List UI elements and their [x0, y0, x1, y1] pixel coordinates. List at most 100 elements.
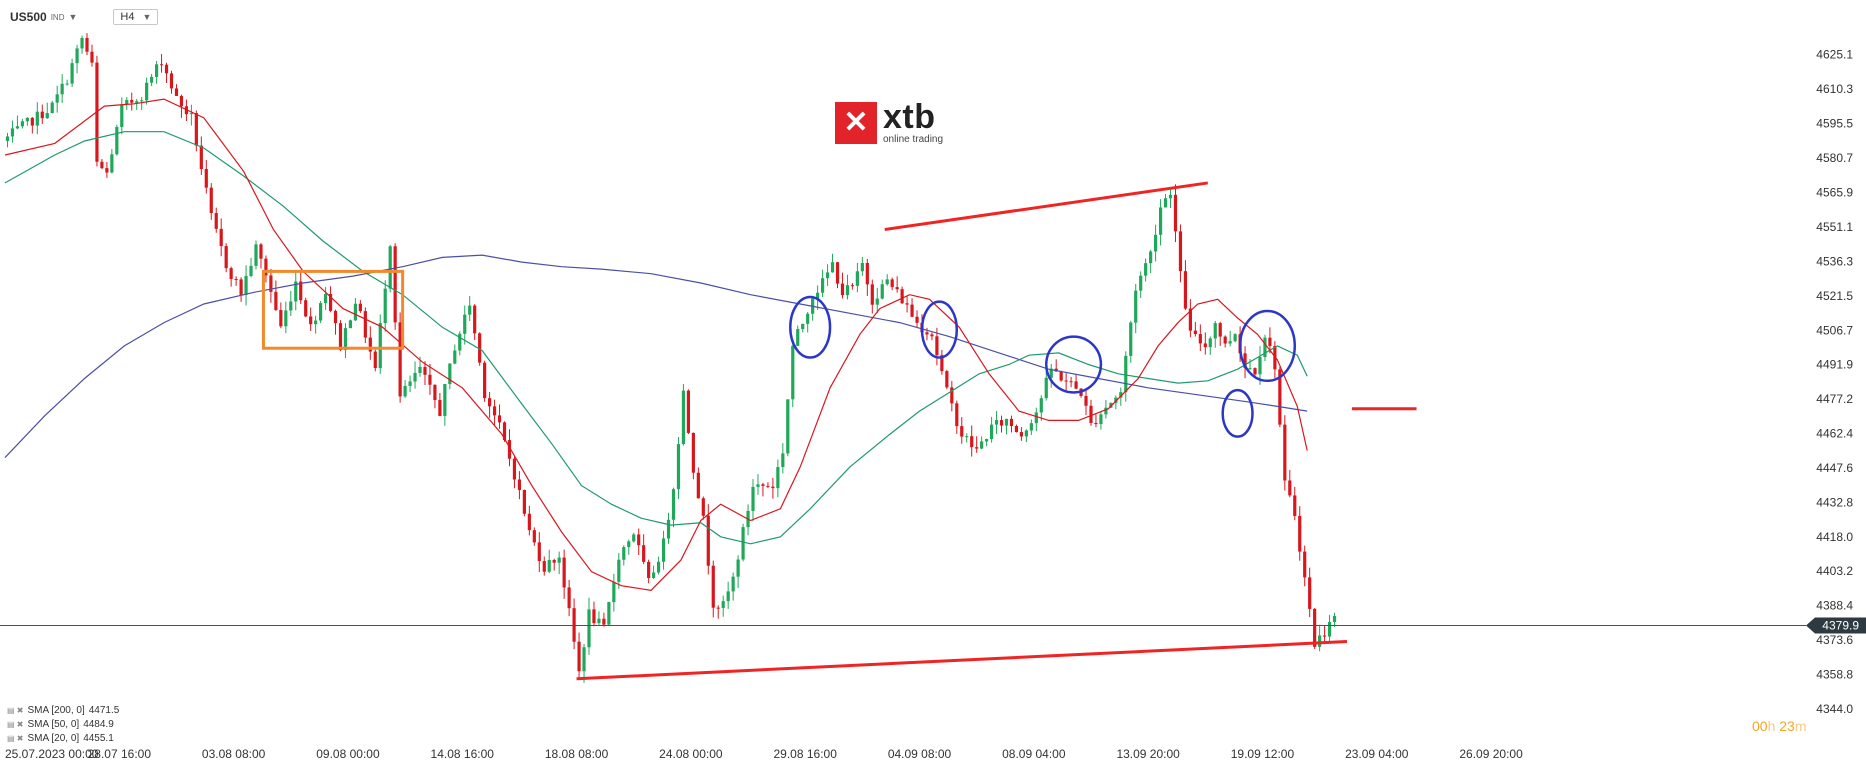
sma-50-line [4, 131, 1308, 545]
timeframe-selector[interactable]: H4 ▼ [113, 9, 159, 25]
candle-body [900, 289, 904, 304]
price-tick-label: 4521.5 [1816, 289, 1853, 303]
indicator-settings-icon[interactable]: ▤ ✖ [7, 734, 24, 743]
candle-body [40, 111, 44, 119]
candle-body [706, 515, 710, 566]
price-tick-label: 4491.9 [1816, 358, 1853, 372]
candle-body [885, 279, 889, 285]
timer-minutes-unit: m [1794, 718, 1807, 734]
candle-body [696, 472, 700, 499]
candle-body [1044, 377, 1048, 399]
price-tick-label: 4610.3 [1816, 82, 1853, 96]
candle-body [825, 272, 830, 279]
candle-body [25, 117, 29, 122]
candle-body [453, 350, 457, 364]
time-tick-label: 04.09 08:00 [888, 747, 952, 761]
indicator-legend: ▤ ✖ SMA [200, 0] 4471.5 ▤ ✖ SMA [50, 0] … [7, 704, 119, 746]
candle-body [776, 467, 780, 489]
candle-body [940, 355, 944, 372]
candle-body [80, 37, 84, 49]
price-axis: 4625.1 4610.3 4595.5 4580.7 4565.9 4551.1 4536… [1816, 48, 1853, 716]
candle-body [60, 83, 64, 95]
candle-body [537, 542, 541, 562]
candle-body [363, 311, 367, 338]
candle-body [483, 362, 487, 399]
candle-body [75, 48, 79, 64]
candle-body [577, 641, 581, 672]
candle-body [309, 316, 313, 325]
candle-body [154, 64, 159, 77]
annotation-layer [261, 181, 1417, 681]
candle-body [796, 329, 800, 346]
candle-body [691, 432, 695, 473]
candle-body [1233, 334, 1237, 342]
candle-body [781, 453, 785, 468]
candle-body [890, 279, 894, 288]
indicator-settings-icon[interactable]: ▤ ✖ [7, 706, 24, 715]
candle-body [110, 154, 114, 173]
legend-label: SMA [20, 0] [27, 733, 80, 744]
candle-body [45, 113, 49, 119]
candle-body [348, 320, 353, 329]
candle-body [199, 145, 203, 170]
candle-body [338, 323, 343, 351]
candle-body [140, 100, 144, 102]
candle-body [289, 301, 293, 311]
xtb-logo-mark: ✕ [835, 101, 877, 144]
candle-body [726, 591, 730, 602]
candle-body [1154, 234, 1158, 252]
candle-body [284, 310, 288, 327]
candle-body [492, 406, 497, 416]
candle-body [169, 73, 174, 89]
candle-body [656, 561, 661, 573]
candle-body [989, 424, 994, 440]
time-tick-label: 19.09 12:00 [1231, 747, 1295, 761]
candle-body [264, 258, 268, 276]
timer-hours: 00 [1752, 718, 1768, 734]
candle-body [1183, 271, 1188, 309]
candle-body [542, 561, 546, 572]
logo-name: xtb [883, 98, 936, 136]
candle-body [269, 275, 273, 292]
candle-body [1089, 405, 1093, 423]
candle-body [433, 384, 437, 401]
legend-sma-20[interactable]: ▤ ✖ SMA [20, 0] 4455.1 [7, 732, 119, 746]
candle-body [413, 372, 417, 382]
candle-body [428, 374, 432, 385]
candle-body [1188, 308, 1192, 331]
symbol-selector[interactable]: US500 IND ▼ [10, 10, 77, 24]
candle-body [403, 385, 407, 397]
candle-body [875, 298, 879, 305]
symbol-name: US500 [10, 10, 47, 24]
time-tick-label: 18.08 08:00 [545, 747, 609, 761]
candle-body [1268, 337, 1272, 346]
legend-label: SMA [50, 0] [27, 719, 80, 730]
candle-body [1303, 551, 1307, 578]
candle-body [985, 439, 989, 442]
candle-body [353, 303, 357, 321]
candle-body [741, 527, 745, 560]
price-tick-label: 4477.2 [1816, 392, 1853, 406]
indicator-settings-icon[interactable]: ▤ ✖ [7, 720, 24, 729]
time-tick-label: 29.08 16:00 [773, 747, 837, 761]
candle-body [204, 169, 208, 188]
legend-sma-50[interactable]: ▤ ✖ SMA [50, 0] 4484.9 [7, 718, 119, 732]
legend-value: 4471.5 [88, 705, 120, 716]
logo-tagline: online trading [883, 134, 944, 145]
candle-body [632, 534, 636, 542]
candle-body [612, 581, 616, 603]
price-tick-label: 4403.2 [1816, 564, 1853, 578]
candle-body [194, 113, 198, 146]
time-tick-label: 14.08 16:00 [431, 747, 495, 761]
candle-body [602, 618, 606, 625]
chevron-down-icon: ▼ [68, 12, 78, 22]
candle-body [159, 64, 164, 66]
candle-body [806, 313, 810, 324]
price-tick-label: 4506.7 [1816, 323, 1853, 337]
candle-body [1283, 424, 1287, 481]
candle-body [686, 390, 691, 433]
legend-sma-200[interactable]: ▤ ✖ SMA [200, 0] 4471.5 [7, 704, 119, 718]
candle-body [1327, 621, 1332, 637]
candle-body [1034, 412, 1038, 424]
